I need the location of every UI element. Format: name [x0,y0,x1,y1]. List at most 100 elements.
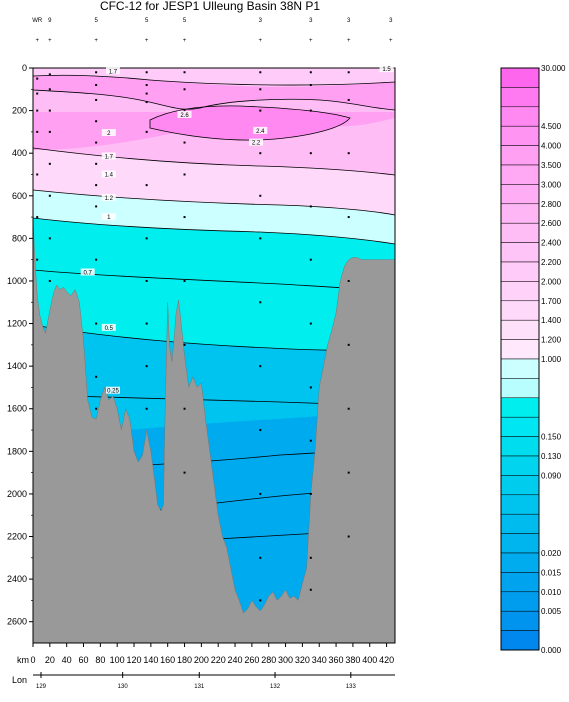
sample-point [36,173,39,176]
sample-point [145,407,148,410]
contour-label-bg [101,213,116,221]
sample-point [36,77,39,80]
lon-axis-label: Lon [12,675,27,685]
sample-point [309,556,312,559]
colorbar: 30.000 4.500 4.000 3.500 3.000 2.800 2.600 2.40… [500,64,566,655]
sample-point [259,556,262,559]
sample-point [48,109,51,112]
sample-point [347,343,350,346]
sample-point [347,407,350,410]
sample-point [48,279,51,282]
core-high [150,105,350,141]
x-tick-label: 140 [143,655,158,665]
contour-labels: 1.7 1.5 2.6 2.4 2.2 2 1.7 1.4 1.2 1 0.7 0.5 0.25 [80,65,394,395]
station-label: 3 [259,18,263,24]
sample-point [309,439,312,442]
sample-point [259,194,262,197]
y-tick-label: 2600 [7,617,27,627]
colorbar-label: 1.700 [541,297,562,306]
colorbar-frame [500,67,540,651]
colorbar-cell [500,358,540,379]
surface-layer [33,68,395,87]
sample-point [48,162,51,165]
lon-tick-label: 129 [36,684,47,690]
colorbar-label: 0.005 [541,607,562,616]
sample-point [309,84,312,87]
y-tick-label: 600 [12,191,27,201]
x-tick-label: 100 [110,655,125,665]
station-label: WR [32,18,43,24]
x-tick-label: 120 [127,655,142,665]
sample-point [48,194,51,197]
colorbar-cell [500,106,540,127]
contour-label-bg [101,193,116,201]
x-tick-label: 0 [30,655,35,665]
sample-point [259,492,262,495]
station-label: 5 [183,18,187,24]
x-tick-label: 200 [194,655,209,665]
sample-point [309,322,312,325]
sample-point [145,279,148,282]
sample-point [183,88,186,91]
colorbar-cell [500,475,540,496]
sample-point [309,588,312,591]
sample-point [145,130,148,133]
station-marker: + [35,38,39,44]
y-tick-label: 1400 [7,361,27,371]
colorbar-label: 1.200 [541,336,562,345]
x-tick-label: 180 [177,655,192,665]
colorbar-label: 2.600 [541,219,562,228]
sample-point [95,71,98,74]
sample-point [259,71,262,74]
y-tick-label: 400 [12,148,27,158]
sample-point [347,471,350,474]
y-tick-label: 2000 [7,489,27,499]
plot-frame [32,67,396,644]
x-tick-label: 60 [79,655,89,665]
colorbar-cell [500,222,540,243]
sample-point [259,301,262,304]
lon-tick-label: 130 [118,684,129,690]
lon-tick-label: 132 [270,684,281,690]
sample-point [347,216,350,219]
colorbar-cell [500,164,540,185]
sample-point [259,599,262,602]
colorbar-cell [500,300,540,321]
sample-point [259,152,262,155]
station-label: 9 [48,18,52,24]
colorbar-cell [500,436,540,457]
contour-label: 0.25 [107,389,119,395]
sample-point [145,84,148,87]
contour-label: 1.4 [105,173,114,179]
colorbar-cell [500,610,540,631]
colorbar-label: 0.150 [541,433,562,442]
colorbar-label: 4.000 [541,142,562,151]
sample-points [36,71,350,602]
plot-area [33,68,395,643]
colorbar-label: 2.800 [541,200,562,209]
colorbar-cell [500,319,540,340]
y-tick-label: 0 [22,63,27,73]
sample-point [183,216,186,219]
contour-label: 0.5 [105,326,114,332]
y-tick-label: 1000 [7,276,27,286]
colorbar-label: 0.010 [541,588,562,597]
y-tick-label: 1200 [7,319,27,329]
sample-point [347,71,350,74]
lon-tick-label: 131 [194,684,205,690]
sample-point [145,92,148,95]
colorbar-label: 1.000 [541,355,562,364]
sample-point [183,279,186,282]
station-marker: + [94,38,98,44]
contour-label: 1.5 [382,67,391,73]
colorbar-cell [500,416,540,437]
colorbar-cell [500,552,540,573]
sample-point [145,322,148,325]
station-marker: + [309,38,313,44]
sample-point [95,205,98,208]
x-axis-label: km [17,655,29,665]
station-marker: + [183,38,187,44]
sample-point [347,535,350,538]
x-tick-label: 20 [45,655,55,665]
sample-point [309,109,312,112]
